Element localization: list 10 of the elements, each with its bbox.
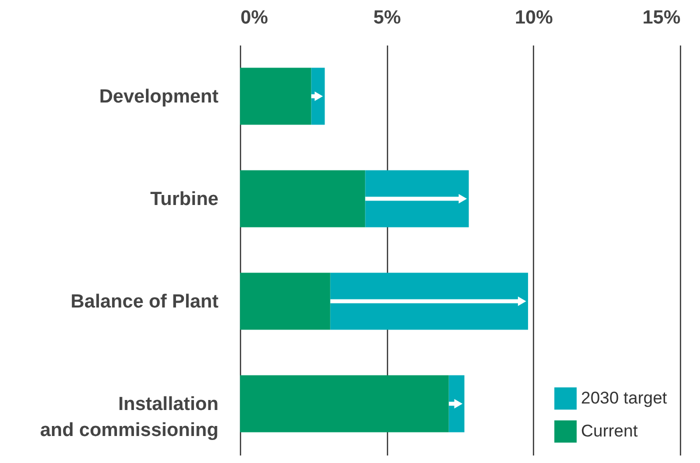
x-tick-label: 0% (240, 8, 268, 28)
legend-label: Current (581, 422, 638, 440)
x-tick-label: 10% (514, 8, 553, 28)
y-tick-label: Development (99, 86, 220, 108)
x-tick-label: 5% (373, 8, 401, 28)
legend-label: 2030 target (581, 388, 668, 408)
y-tick-label: Balance of Plant (70, 291, 220, 312)
y-tick-label: Installation and commissioning (40, 394, 218, 441)
x-tick-label: 15% (642, 8, 681, 28)
y-tick-label: Turbine (150, 188, 218, 210)
